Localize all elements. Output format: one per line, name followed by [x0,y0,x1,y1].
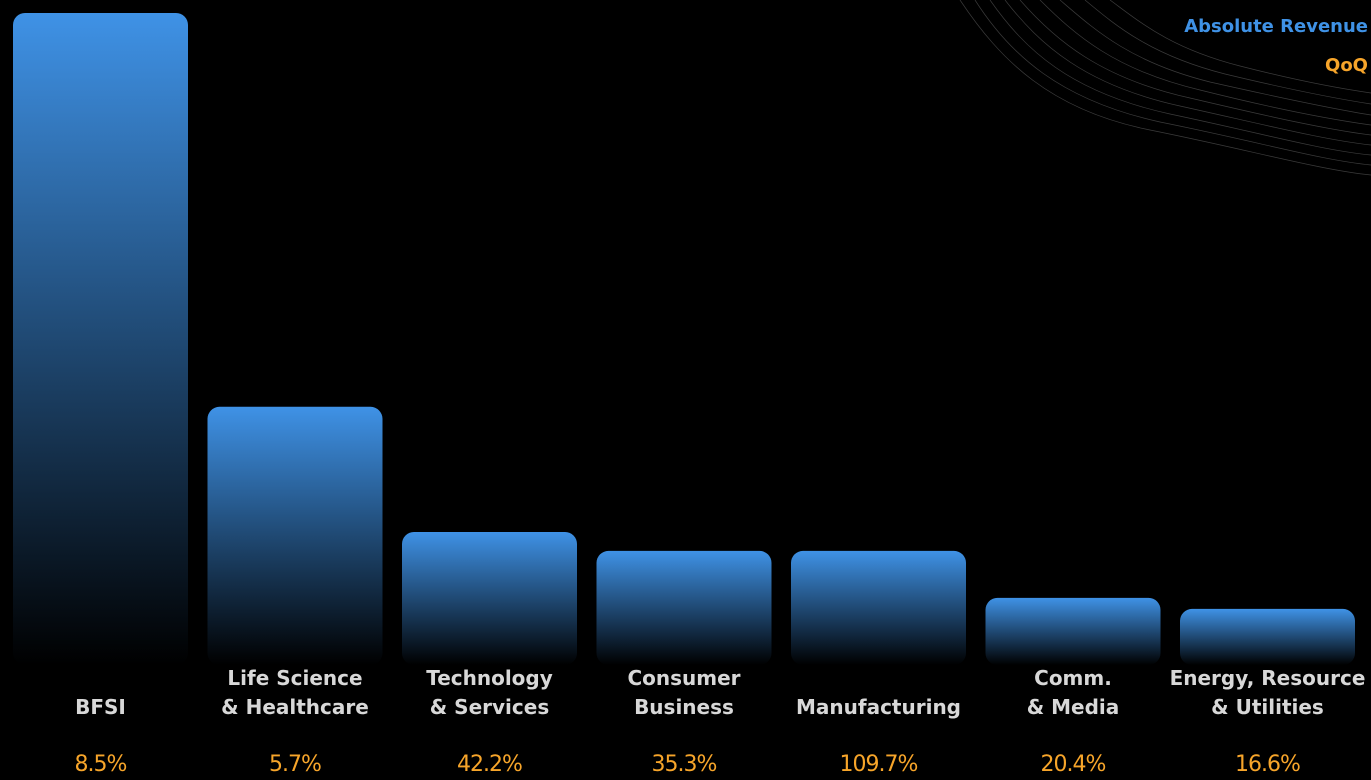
growth-label: 8.5% [74,752,128,777]
bar [13,13,188,665]
category-label: Life Science & Healthcare [221,666,369,719]
growth-label: 42.2% [457,752,523,777]
bar [402,531,577,665]
growth-label: 109.7% [839,752,919,777]
growth-label: 20.4% [1040,752,1107,777]
bar [207,406,383,665]
decoration [959,0,1371,176]
category-label: Comm. & Media [1026,666,1120,719]
legend-entry: Absolute Revenue [1184,16,1368,37]
bar [791,550,966,665]
category-label: BFSI [75,695,126,719]
growth-label: 16.6% [1235,752,1301,777]
category-label: Technology & Services [426,666,553,719]
category-label: Manufacturing [796,695,961,719]
category-label: Energy, Resource & Utilities [1169,666,1366,719]
bar [985,597,1161,665]
bar [596,550,772,665]
category-label: Consumer Business [627,666,741,719]
legend-entry: QoQ [1325,55,1368,76]
growth-label: 35.3% [651,752,718,777]
bar [1180,608,1355,665]
growth-label: 5.7% [269,752,322,777]
